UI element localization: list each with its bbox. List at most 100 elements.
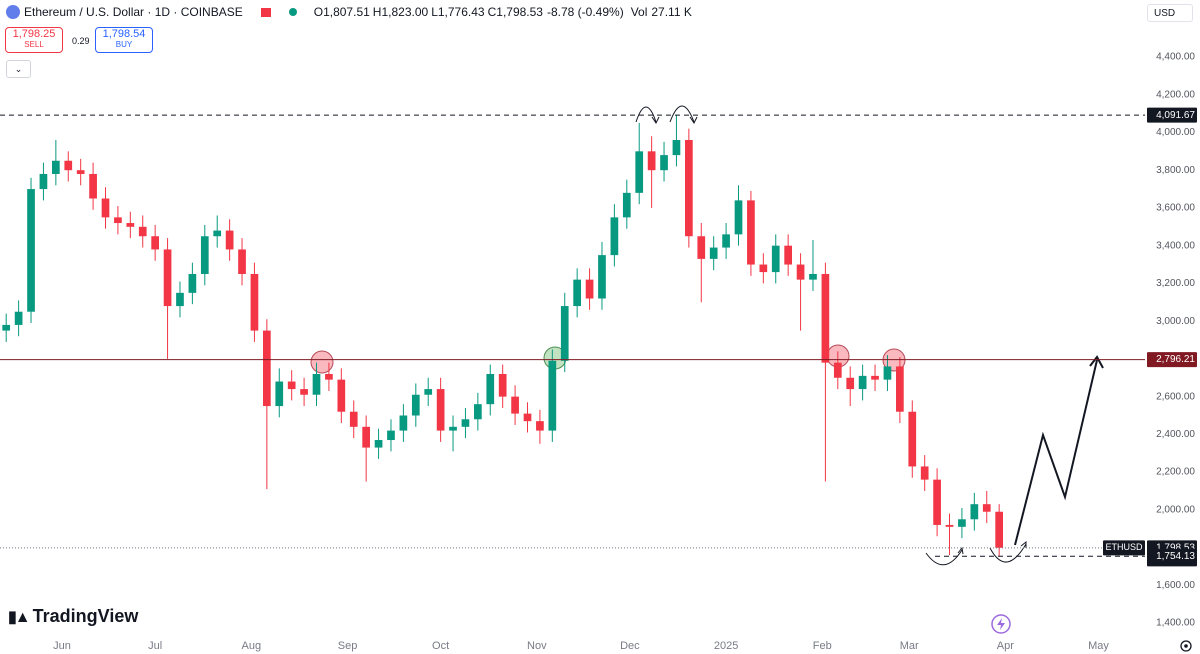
settings-icon[interactable]: [1180, 640, 1192, 652]
candle-body: [225, 230, 234, 250]
candle-body: [89, 173, 97, 199]
price-label: 4,091.67: [1156, 110, 1195, 121]
candle-body: [126, 223, 135, 227]
sell-button[interactable]: 1,798.25 SELL: [5, 27, 63, 53]
candle-body: [176, 292, 184, 307]
candle-body: [908, 411, 917, 467]
candle-body: [461, 419, 470, 427]
candle-body: [486, 373, 495, 405]
candle-body: [672, 140, 681, 156]
volume: 27.11 K: [651, 5, 692, 19]
candle-body: [27, 189, 35, 312]
symbol-tag: ETHUSD: [1105, 542, 1143, 552]
candle-body: [660, 155, 668, 171]
candle-body: [560, 306, 569, 361]
candle-body: [722, 234, 730, 248]
candle-body: [548, 360, 557, 431]
ohlc-value: 1,823.00: [381, 5, 429, 19]
currency-select[interactable]: USD: [1147, 4, 1193, 22]
candle-body: [52, 160, 60, 174]
candle-body: [796, 264, 805, 280]
candle-body: [833, 362, 842, 378]
buy-button[interactable]: 1,798.54 BUY: [95, 27, 153, 53]
candle-body: [647, 151, 656, 171]
symbol-title: Ethereum / U.S. Dollar · 1D · COINBASE: [24, 5, 243, 19]
candle-body: [858, 375, 867, 390]
candle-body: [610, 217, 619, 256]
candle-body: [362, 426, 370, 448]
x-tick-label: Dec: [620, 640, 640, 652]
y-tick-label: 1,400.00: [1156, 618, 1195, 629]
x-tick-label: Sep: [338, 640, 358, 652]
x-tick-label: Nov: [527, 640, 547, 652]
candle-body: [511, 396, 519, 414]
projection-arrow: [1014, 359, 1098, 546]
candle-body: [821, 273, 830, 363]
y-tick-label: 4,400.00: [1156, 52, 1195, 63]
candle-body: [598, 255, 606, 299]
logo: ▮▲ TradingView: [8, 606, 138, 627]
candle-body: [697, 236, 706, 259]
candle-body: [275, 381, 284, 407]
x-tick-label: Oct: [432, 640, 449, 652]
collapse-button[interactable]: ⌄: [6, 60, 31, 78]
candle-body: [498, 373, 507, 397]
sell-price: 1,798.25: [12, 28, 56, 40]
logo-mark: ▮▲: [8, 608, 31, 626]
candle-body: [101, 198, 110, 218]
eth-icon: [6, 5, 20, 19]
ohlc-value: 1,798.53: [496, 5, 543, 19]
y-tick-label: 3,800.00: [1156, 165, 1195, 176]
candle-body: [213, 230, 222, 237]
status-dot: [288, 8, 297, 16]
price-label: 2,796.21: [1156, 354, 1195, 365]
y-tick-label: 3,000.00: [1156, 316, 1195, 327]
candle-body: [337, 379, 346, 412]
y-tick-label: 2,600.00: [1156, 391, 1195, 402]
y-tick-label: 3,600.00: [1156, 203, 1195, 214]
candle-body: [374, 440, 383, 448]
candle-body: [287, 381, 296, 390]
drawings: [310, 105, 1104, 566]
candle-body: [635, 151, 644, 193]
symbol-tag-bg: [1103, 540, 1145, 556]
ohlc-value: 1,776.43: [437, 5, 485, 19]
y-tick-label: 1,600.00: [1156, 580, 1195, 591]
candle-body: [734, 200, 743, 235]
candle-body: [982, 504, 991, 512]
lightning-icon[interactable]: [991, 614, 1011, 634]
candle-body: [871, 375, 879, 380]
candle-body: [523, 413, 532, 422]
arrow-head: [957, 546, 964, 555]
candle-body: [399, 415, 408, 431]
buy-label: BUY: [115, 40, 133, 49]
candle-body: [76, 170, 85, 174]
x-tick-label: Feb: [813, 640, 832, 652]
ohlc-value: 1,807.51: [323, 5, 370, 19]
spread: 0.29: [72, 36, 90, 46]
y-tick-label: 4,200.00: [1156, 89, 1195, 100]
candle-body: [250, 273, 259, 331]
candle-body: [896, 366, 904, 412]
price-label: 1,754.13: [1156, 551, 1195, 562]
candle-body: [945, 524, 954, 527]
candle-body: [622, 192, 631, 218]
candle-body: [747, 200, 755, 265]
price-label-bg: [1147, 107, 1197, 123]
top-arc: [669, 105, 695, 123]
candle-body: [300, 389, 308, 395]
candle-body: [449, 426, 457, 431]
candle-body: [64, 160, 73, 171]
candle-body: [325, 373, 333, 380]
candle-body: [39, 173, 48, 190]
candle-body: [958, 519, 966, 527]
flag-icon[interactable]: [260, 7, 271, 17]
x-tick-label: Jun: [53, 640, 71, 652]
candle-body: [759, 264, 768, 273]
y-tick-label: 3,200.00: [1156, 278, 1195, 289]
candle-body: [784, 245, 793, 265]
candle-body: [933, 479, 941, 525]
circle-marker: [310, 350, 334, 374]
top-arc: [635, 106, 657, 123]
